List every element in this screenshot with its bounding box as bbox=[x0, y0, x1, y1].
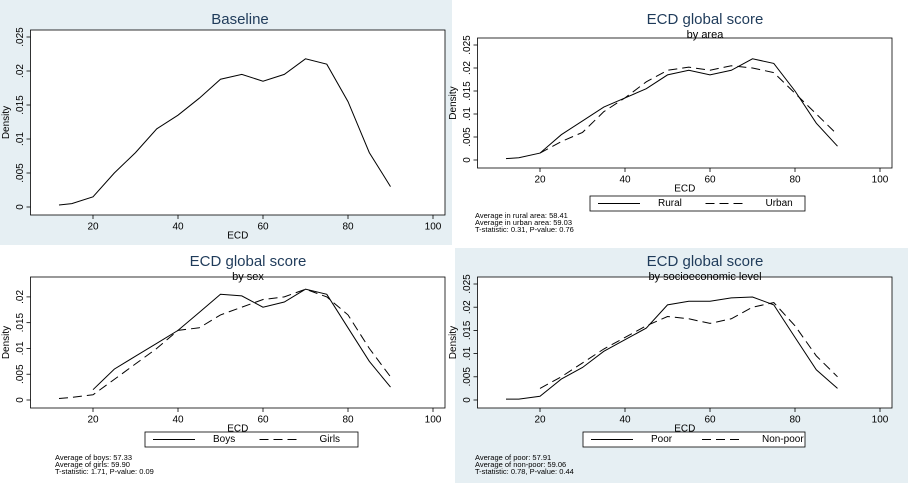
x-axis-label: ECD bbox=[674, 184, 695, 195]
y-tick-label: .015 bbox=[15, 312, 26, 332]
plot-area bbox=[30, 29, 446, 216]
x-tick-label: 100 bbox=[425, 222, 442, 233]
chart-subtitle: by sex bbox=[232, 271, 264, 283]
legend-label: Girls bbox=[320, 434, 341, 445]
y-tick-label: .005 bbox=[462, 367, 473, 387]
note: Average of girls: 59.90 bbox=[55, 460, 130, 469]
x-tick-label: 80 bbox=[789, 175, 801, 186]
x-tick-label: 20 bbox=[534, 415, 546, 426]
x-tick-label: 20 bbox=[87, 222, 99, 233]
y-axis-label: Density bbox=[1, 326, 12, 359]
note: T-statistic: 0.78, P-value: 0.44 bbox=[475, 467, 574, 476]
density-line bbox=[539, 302, 838, 389]
legend-label: Boys bbox=[213, 434, 235, 445]
chart-title: ECD global score bbox=[647, 253, 764, 270]
x-tick-label: 40 bbox=[619, 175, 631, 186]
y-tick-label: .025 bbox=[462, 274, 473, 294]
x-tick-label: 80 bbox=[342, 415, 354, 426]
x-tick-label: 60 bbox=[704, 175, 716, 186]
plot-area bbox=[477, 276, 893, 409]
x-tick-label: 80 bbox=[789, 415, 801, 426]
density-line bbox=[92, 288, 391, 391]
y-tick-label: .01 bbox=[462, 346, 473, 360]
note: Average in urban area: 59.03 bbox=[475, 218, 572, 227]
plot-area bbox=[30, 276, 446, 409]
y-tick-label: .005 bbox=[15, 163, 26, 183]
legend-label: Non-poor bbox=[762, 434, 804, 445]
y-tick-label: .02 bbox=[462, 61, 473, 75]
y-tick-label: .005 bbox=[15, 364, 26, 384]
legend-label: Urban bbox=[766, 198, 793, 209]
density-line bbox=[506, 296, 838, 400]
y-tick-label: 0 bbox=[462, 157, 473, 163]
x-tick-label: 40 bbox=[172, 415, 184, 426]
y-tick-label: .01 bbox=[462, 107, 473, 121]
legend-label: Poor bbox=[651, 434, 673, 445]
y-tick-label: .01 bbox=[15, 132, 26, 146]
note: Average in rural area: 58.41 bbox=[475, 211, 568, 220]
density-line bbox=[505, 58, 838, 160]
y-tick-label: .015 bbox=[15, 95, 26, 115]
x-tick-label: 100 bbox=[425, 415, 442, 426]
y-tick-label: .015 bbox=[462, 81, 473, 101]
x-axis-label: ECD bbox=[674, 424, 695, 435]
density-line bbox=[58, 288, 391, 399]
y-tick-label: 0 bbox=[15, 204, 26, 210]
y-tick-label: .025 bbox=[462, 35, 473, 55]
density-line bbox=[539, 65, 838, 154]
x-tick-label: 80 bbox=[342, 222, 354, 233]
x-axis-label: ECD bbox=[227, 231, 248, 242]
y-tick-label: .015 bbox=[462, 320, 473, 340]
note: T-statistic: 1.71, P-value: 0.09 bbox=[55, 467, 154, 476]
note: Average of poor: 57.91 bbox=[475, 453, 551, 462]
x-tick-label: 60 bbox=[257, 415, 269, 426]
density-line bbox=[58, 58, 391, 206]
x-tick-label: 100 bbox=[872, 175, 889, 186]
x-tick-label: 20 bbox=[87, 415, 99, 426]
y-tick-label: .02 bbox=[462, 300, 473, 314]
legend-label: Rural bbox=[658, 198, 682, 209]
y-tick-label: 0 bbox=[15, 397, 26, 403]
x-tick-label: 20 bbox=[534, 175, 546, 186]
plot-area bbox=[477, 37, 893, 169]
y-axis-label: Density bbox=[448, 86, 459, 119]
y-tick-label: .02 bbox=[15, 64, 26, 78]
chart-title: ECD global score bbox=[190, 253, 307, 270]
legend bbox=[582, 431, 806, 448]
y-axis-label: Density bbox=[1, 106, 12, 139]
x-axis-label: ECD bbox=[227, 424, 248, 435]
legend bbox=[144, 431, 359, 448]
x-tick-label: 40 bbox=[172, 222, 184, 233]
note: Average of non-poor: 59.06 bbox=[475, 460, 566, 469]
legend bbox=[589, 195, 806, 212]
y-tick-label: .01 bbox=[15, 341, 26, 355]
y-tick-label: .025 bbox=[15, 27, 26, 47]
y-tick-label: 0 bbox=[462, 397, 473, 403]
chart-title: Baseline bbox=[211, 11, 269, 28]
y-tick-label: .02 bbox=[15, 290, 26, 304]
y-axis-label: Density bbox=[448, 326, 459, 359]
x-tick-label: 60 bbox=[704, 415, 716, 426]
note: T-statistic: 0.31, P-value: 0.76 bbox=[475, 225, 574, 234]
chart-subtitle: by socioeconomic level bbox=[648, 271, 761, 283]
x-tick-label: 60 bbox=[257, 222, 269, 233]
y-tick-label: .005 bbox=[462, 127, 473, 147]
note: Average of boys: 57.33 bbox=[55, 453, 132, 462]
chart-subtitle: by area bbox=[687, 29, 725, 41]
chart-title: ECD global score bbox=[647, 11, 764, 28]
x-tick-label: 100 bbox=[872, 415, 889, 426]
x-tick-label: 40 bbox=[619, 415, 631, 426]
